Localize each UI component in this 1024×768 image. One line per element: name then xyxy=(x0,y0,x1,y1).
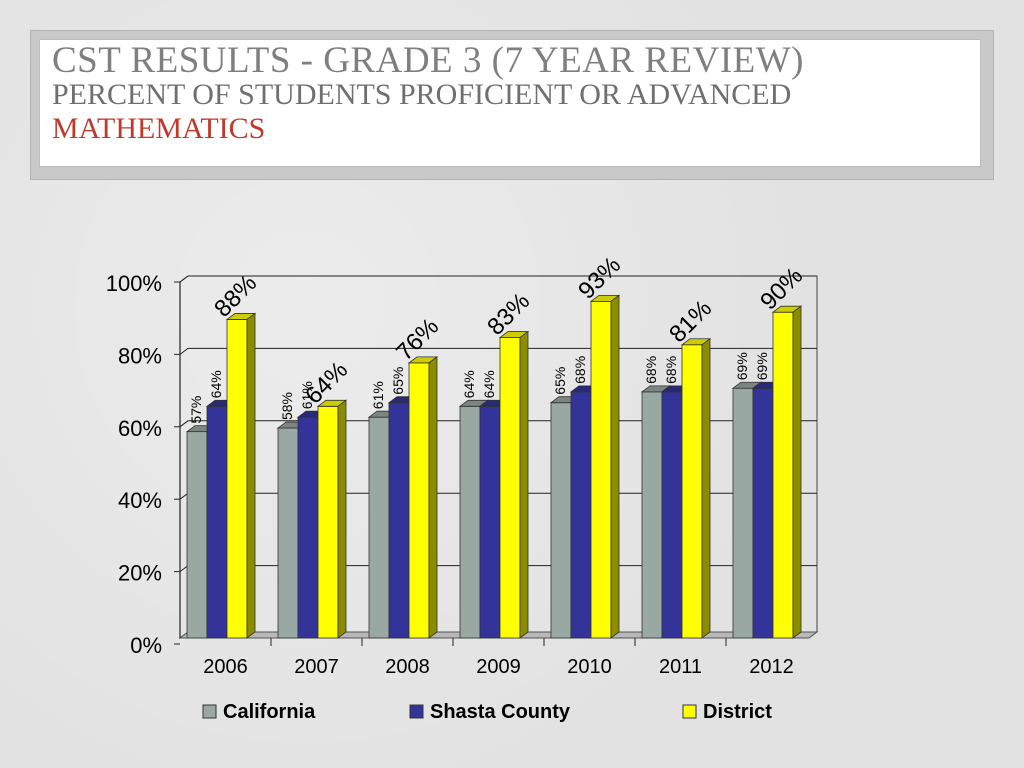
gridline xyxy=(179,347,817,355)
data-label: 69% xyxy=(734,352,750,380)
data-label: 65% xyxy=(552,367,568,395)
data-label: 69% xyxy=(754,352,770,380)
bar-front xyxy=(368,416,390,639)
bar-side xyxy=(519,330,529,639)
y-tick-label: 80% xyxy=(118,343,162,368)
bar-front xyxy=(206,405,228,639)
data-label: 64% xyxy=(208,370,224,398)
bar-front xyxy=(408,362,430,639)
legend-item-district: District xyxy=(682,701,772,723)
bar-front xyxy=(590,300,612,639)
bar-front xyxy=(772,311,794,639)
bar-front xyxy=(752,387,774,639)
bar-front xyxy=(297,416,319,639)
legend-swatch xyxy=(409,704,424,719)
x-tick-label: 2007 xyxy=(294,656,339,678)
data-label: 57% xyxy=(188,396,204,424)
legend-item-california: California xyxy=(202,701,316,723)
bar-front xyxy=(661,391,683,639)
bar-side xyxy=(792,305,802,639)
data-label: 68% xyxy=(643,356,659,384)
bar-front xyxy=(186,431,208,639)
bar-front xyxy=(550,402,572,639)
x-tick-label: 2010 xyxy=(567,656,612,678)
data-label: 64% xyxy=(461,370,477,398)
y-tick-label: 100% xyxy=(106,271,162,296)
bar-front xyxy=(277,427,299,639)
y-tick-label: 0% xyxy=(130,633,162,658)
legend-label: California xyxy=(223,701,316,723)
legend-swatch xyxy=(682,704,697,719)
x-tick-label: 2012 xyxy=(749,656,794,678)
legend-swatch xyxy=(202,704,217,719)
slide-subject: MATHEMATICS xyxy=(52,112,266,145)
bar-front xyxy=(388,402,410,639)
data-label: 61% xyxy=(299,381,315,409)
bar-front xyxy=(317,405,339,639)
bar-district-2007 xyxy=(316,399,348,639)
bar-front xyxy=(226,319,248,639)
bar-district-2006 xyxy=(225,312,257,639)
data-label: 64% xyxy=(481,370,497,398)
legend-item-shasta-county: Shasta County xyxy=(409,701,571,723)
title-box-inner: CST RESULTS - GRADE 3 (7 YEAR REVIEW) PE… xyxy=(39,39,981,167)
legend-label: District xyxy=(703,701,772,723)
bar-front xyxy=(479,405,501,639)
y-tick-label: 40% xyxy=(118,488,162,513)
data-label: 68% xyxy=(572,356,588,384)
data-label: 58% xyxy=(279,392,295,420)
data-label: 65% xyxy=(390,367,406,395)
x-tick-label: 2008 xyxy=(385,656,430,678)
bar-side xyxy=(246,312,256,639)
bar-district-2008 xyxy=(407,356,439,639)
bar-district-2009 xyxy=(498,330,530,639)
y-tick-label: 60% xyxy=(118,416,162,441)
data-label: 61% xyxy=(370,381,386,409)
bar-side xyxy=(610,294,620,639)
slide-subtitle: PERCENT OF STUDENTS PROFICIENT OR ADVANC… xyxy=(52,78,792,111)
x-tick-label: 2011 xyxy=(659,656,702,678)
bar-front xyxy=(570,391,592,639)
bar-front xyxy=(499,337,521,639)
bar-district-2010 xyxy=(589,294,621,639)
bar-side xyxy=(701,337,711,639)
legend-label: Shasta County xyxy=(430,701,571,723)
bar-front xyxy=(681,344,703,639)
bar-front xyxy=(732,387,754,639)
data-label: 68% xyxy=(663,356,679,384)
bar-front xyxy=(459,405,481,639)
bar-front xyxy=(641,391,663,639)
bar-side xyxy=(337,399,347,639)
bar-side xyxy=(428,356,438,639)
slide-title: CST RESULTS - GRADE 3 (7 YEAR REVIEW) xyxy=(52,40,804,81)
bar-district-2011 xyxy=(680,337,712,639)
y-tick-label: 20% xyxy=(118,561,162,586)
x-tick-label: 2006 xyxy=(203,656,248,678)
gridline xyxy=(179,275,817,283)
bar-district-2012 xyxy=(771,305,803,639)
title-box: CST RESULTS - GRADE 3 (7 YEAR REVIEW) PE… xyxy=(30,30,994,180)
x-tick-label: 2009 xyxy=(476,656,521,678)
